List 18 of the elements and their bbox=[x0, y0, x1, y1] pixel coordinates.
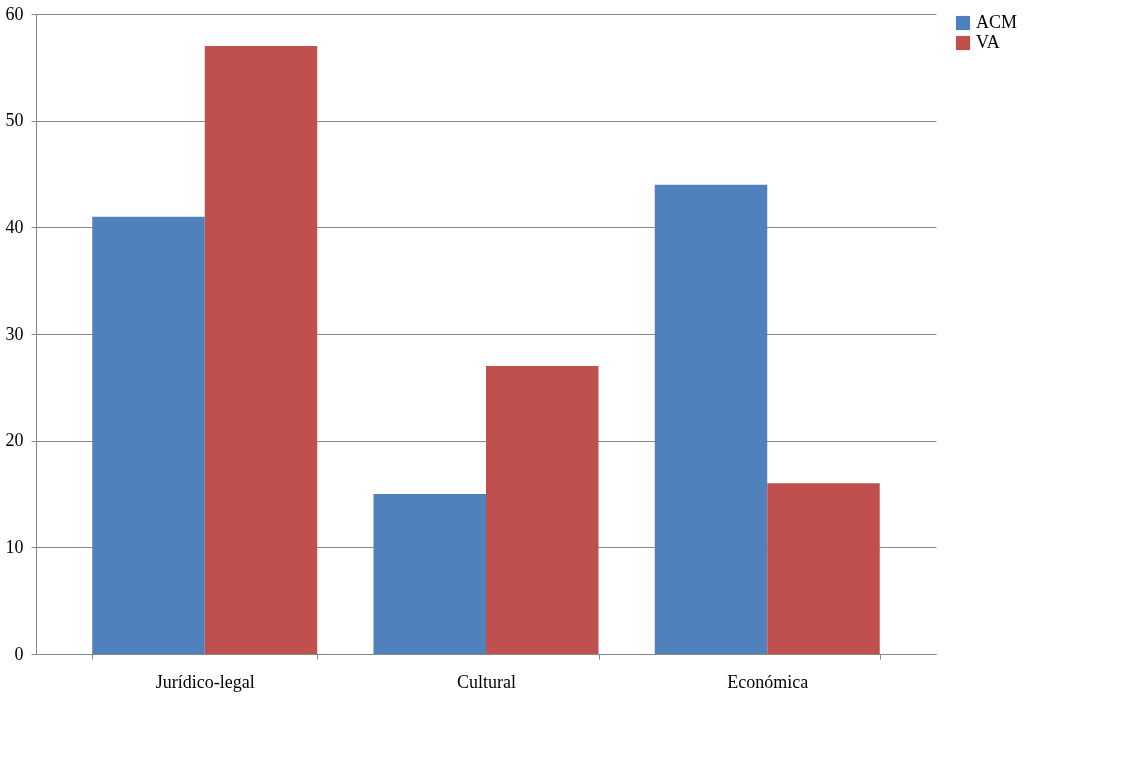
y-tick-label: 20 bbox=[5, 430, 24, 451]
y-tick-label: 30 bbox=[5, 323, 24, 344]
bar bbox=[204, 46, 318, 654]
y-tick-label: 40 bbox=[5, 216, 24, 237]
legend-label: VA bbox=[976, 32, 1000, 52]
y-tick-label: 60 bbox=[5, 3, 24, 24]
y-tick-label: 10 bbox=[5, 536, 24, 557]
bar bbox=[486, 366, 599, 654]
y-tick-label: 50 bbox=[5, 110, 24, 131]
y-tick-label: 0 bbox=[14, 643, 24, 664]
x-tick-label: Cultural bbox=[457, 671, 516, 692]
x-tick-label: Económica bbox=[727, 671, 809, 692]
bar bbox=[767, 483, 880, 654]
legend-label: ACM bbox=[976, 12, 1018, 32]
bar bbox=[373, 494, 486, 654]
x-tick-label: Jurídico-legal bbox=[155, 671, 255, 692]
bar bbox=[654, 184, 768, 654]
bar bbox=[92, 216, 205, 654]
